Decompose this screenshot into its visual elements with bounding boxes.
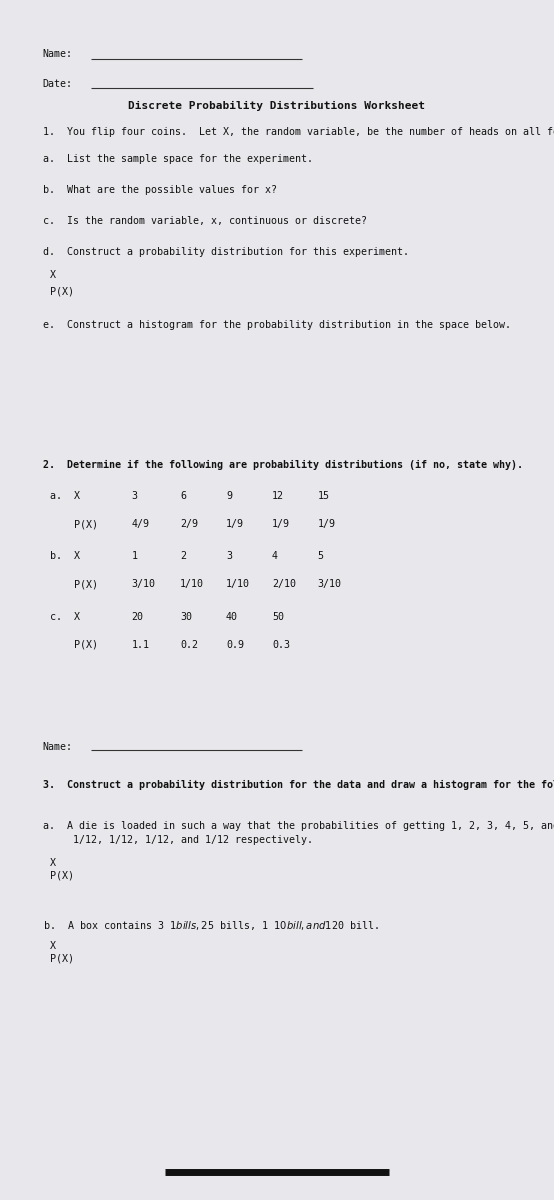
Text: P(X): P(X) bbox=[50, 520, 98, 529]
Text: 3/10: 3/10 bbox=[318, 580, 342, 589]
Text: 9: 9 bbox=[226, 491, 232, 502]
Text: 12: 12 bbox=[272, 491, 284, 502]
Text: 1.1: 1.1 bbox=[132, 640, 150, 649]
Text: 1.  You flip four coins.  Let X, the random variable, be the number of heads on : 1. You flip four coins. Let X, the rando… bbox=[43, 127, 554, 138]
Text: 2/9: 2/9 bbox=[180, 520, 198, 529]
Text: 2/10: 2/10 bbox=[272, 580, 296, 589]
Text: 1/9: 1/9 bbox=[226, 520, 244, 529]
Text: 1/10: 1/10 bbox=[180, 580, 204, 589]
Text: 1/9: 1/9 bbox=[318, 520, 336, 529]
Text: 4: 4 bbox=[272, 551, 278, 562]
Text: b.  What are the possible values for x?: b. What are the possible values for x? bbox=[43, 185, 276, 196]
Text: 3: 3 bbox=[226, 551, 232, 562]
Text: 5: 5 bbox=[318, 551, 324, 562]
Text: 50: 50 bbox=[272, 612, 284, 622]
Text: 3: 3 bbox=[132, 491, 138, 502]
Text: Name:: Name: bbox=[43, 742, 73, 752]
Text: X: X bbox=[50, 941, 56, 950]
Text: 1/9: 1/9 bbox=[272, 520, 290, 529]
Text: 1/10: 1/10 bbox=[226, 580, 250, 589]
Text: 1/12, 1/12, 1/12, and 1/12 respectively.: 1/12, 1/12, 1/12, and 1/12 respectively. bbox=[43, 835, 312, 846]
Text: 3.  Construct a probability distribution for the data and draw a histogram for t: 3. Construct a probability distribution … bbox=[43, 780, 554, 790]
Text: P(X): P(X) bbox=[50, 580, 98, 589]
Text: 3/10: 3/10 bbox=[132, 580, 156, 589]
Text: P(X): P(X) bbox=[50, 287, 74, 296]
Text: b.  A box contains 3 $1 bills, 2 $5 bills, 1 $10 bill, and 1 $20 bill.: b. A box contains 3 $1 bills, 2 $5 bills… bbox=[43, 918, 378, 931]
Text: 6: 6 bbox=[180, 491, 186, 502]
Text: Discrete Probability Distributions Worksheet: Discrete Probability Distributions Works… bbox=[129, 101, 425, 110]
Text: d.  Construct a probability distribution for this experiment.: d. Construct a probability distribution … bbox=[43, 247, 408, 257]
Text: P(X): P(X) bbox=[50, 954, 74, 964]
Text: 0.9: 0.9 bbox=[226, 640, 244, 649]
Text: a.  List the sample space for the experiment.: a. List the sample space for the experim… bbox=[43, 155, 312, 164]
Text: c.  X: c. X bbox=[50, 612, 80, 622]
Text: 0.2: 0.2 bbox=[180, 640, 198, 649]
Text: 2: 2 bbox=[180, 551, 186, 562]
Text: 0.3: 0.3 bbox=[272, 640, 290, 649]
Text: a.  A die is loaded in such a way that the probabilities of getting 1, 2, 3, 4, : a. A die is loaded in such a way that th… bbox=[43, 821, 554, 830]
Text: 4/9: 4/9 bbox=[132, 520, 150, 529]
Text: e.  Construct a histogram for the probability distribution in the space below.: e. Construct a histogram for the probabi… bbox=[43, 320, 511, 330]
Text: P(X): P(X) bbox=[50, 640, 98, 649]
Text: 20: 20 bbox=[132, 612, 143, 622]
Text: P(X): P(X) bbox=[50, 870, 74, 881]
Text: 1: 1 bbox=[132, 551, 138, 562]
Text: 2.  Determine if the following are probability distributions (if no, state why).: 2. Determine if the following are probab… bbox=[43, 460, 522, 469]
Text: X: X bbox=[50, 270, 56, 280]
Text: Date:: Date: bbox=[43, 79, 73, 89]
Text: b.  X: b. X bbox=[50, 551, 80, 562]
Text: a.  X: a. X bbox=[50, 491, 80, 502]
Text: 40: 40 bbox=[226, 612, 238, 622]
Text: 15: 15 bbox=[318, 491, 330, 502]
Text: c.  Is the random variable, x, continuous or discrete?: c. Is the random variable, x, continuous… bbox=[43, 216, 367, 226]
Text: 30: 30 bbox=[180, 612, 192, 622]
Text: Name:: Name: bbox=[43, 49, 73, 59]
Text: X: X bbox=[50, 858, 56, 868]
